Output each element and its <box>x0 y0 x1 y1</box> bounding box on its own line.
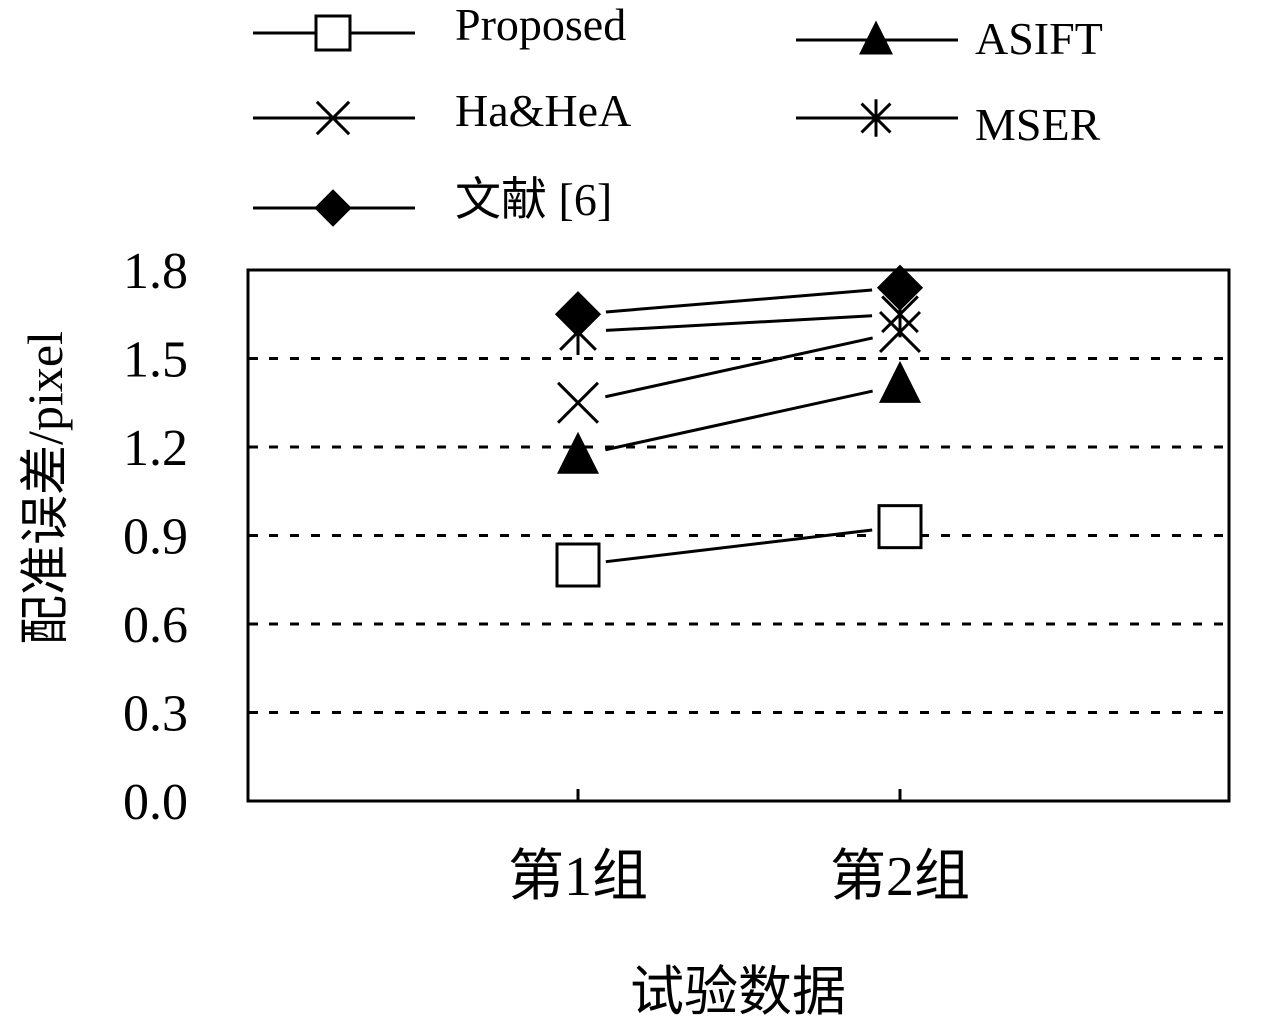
series-line <box>605 288 873 314</box>
y-tick-label: 1.8 <box>123 243 188 300</box>
x-axis: 第1组 第2组 <box>508 789 970 908</box>
data-point <box>555 542 601 588</box>
data-point <box>876 264 924 311</box>
x-tick-label: 第1组 <box>508 846 648 908</box>
legend-label: 文献 [6] <box>455 174 612 225</box>
y-axis: 0.0 0.3 0.6 0.9 1.2 1.5 1.8 <box>123 243 258 831</box>
legend-marker <box>314 14 352 52</box>
y-tick-label: 0.3 <box>123 686 188 743</box>
legend-entry: Ha&HeA <box>253 85 631 136</box>
data-point <box>879 360 921 403</box>
legend-label: Ha&HeA <box>455 85 631 136</box>
x-axis-label: 试验数据 <box>630 962 846 1022</box>
legend-marker <box>860 99 892 137</box>
data-point <box>877 504 923 550</box>
series-line <box>605 528 873 564</box>
legend-label: MSER <box>975 99 1101 150</box>
y-tick-label: 0.9 <box>123 509 188 566</box>
legend-marker <box>314 189 352 227</box>
data-point <box>554 291 602 338</box>
y-tick-label: 0.6 <box>123 597 188 654</box>
data-point <box>556 381 600 424</box>
series-line <box>605 389 873 452</box>
y-tick-label: 1.5 <box>123 332 188 389</box>
legend-marker <box>859 20 893 55</box>
y-axis-label: 配准误差/pixel <box>17 331 73 645</box>
grid-lines <box>248 268 1229 714</box>
legend-label: ASIFT <box>975 13 1103 64</box>
series-lines <box>605 288 873 564</box>
series-line <box>605 314 873 332</box>
legend-entry: ASIFT <box>796 13 1103 64</box>
x-tick-label: 第2组 <box>830 846 970 908</box>
series-markers <box>554 264 924 588</box>
legend-label: Proposed <box>455 0 626 50</box>
series-line <box>605 336 873 399</box>
legend: Proposed ASIFT Ha&HeA MSER 文献 [6] <box>253 0 1103 227</box>
y-tick-label: 1.2 <box>123 420 188 477</box>
legend-entry: Proposed <box>253 0 626 52</box>
y-tick-label: 0.0 <box>123 774 188 831</box>
legend-marker <box>315 100 351 136</box>
data-point <box>557 431 599 474</box>
legend-entry: 文献 [6] <box>253 174 612 227</box>
legend-entry: MSER <box>796 99 1101 150</box>
